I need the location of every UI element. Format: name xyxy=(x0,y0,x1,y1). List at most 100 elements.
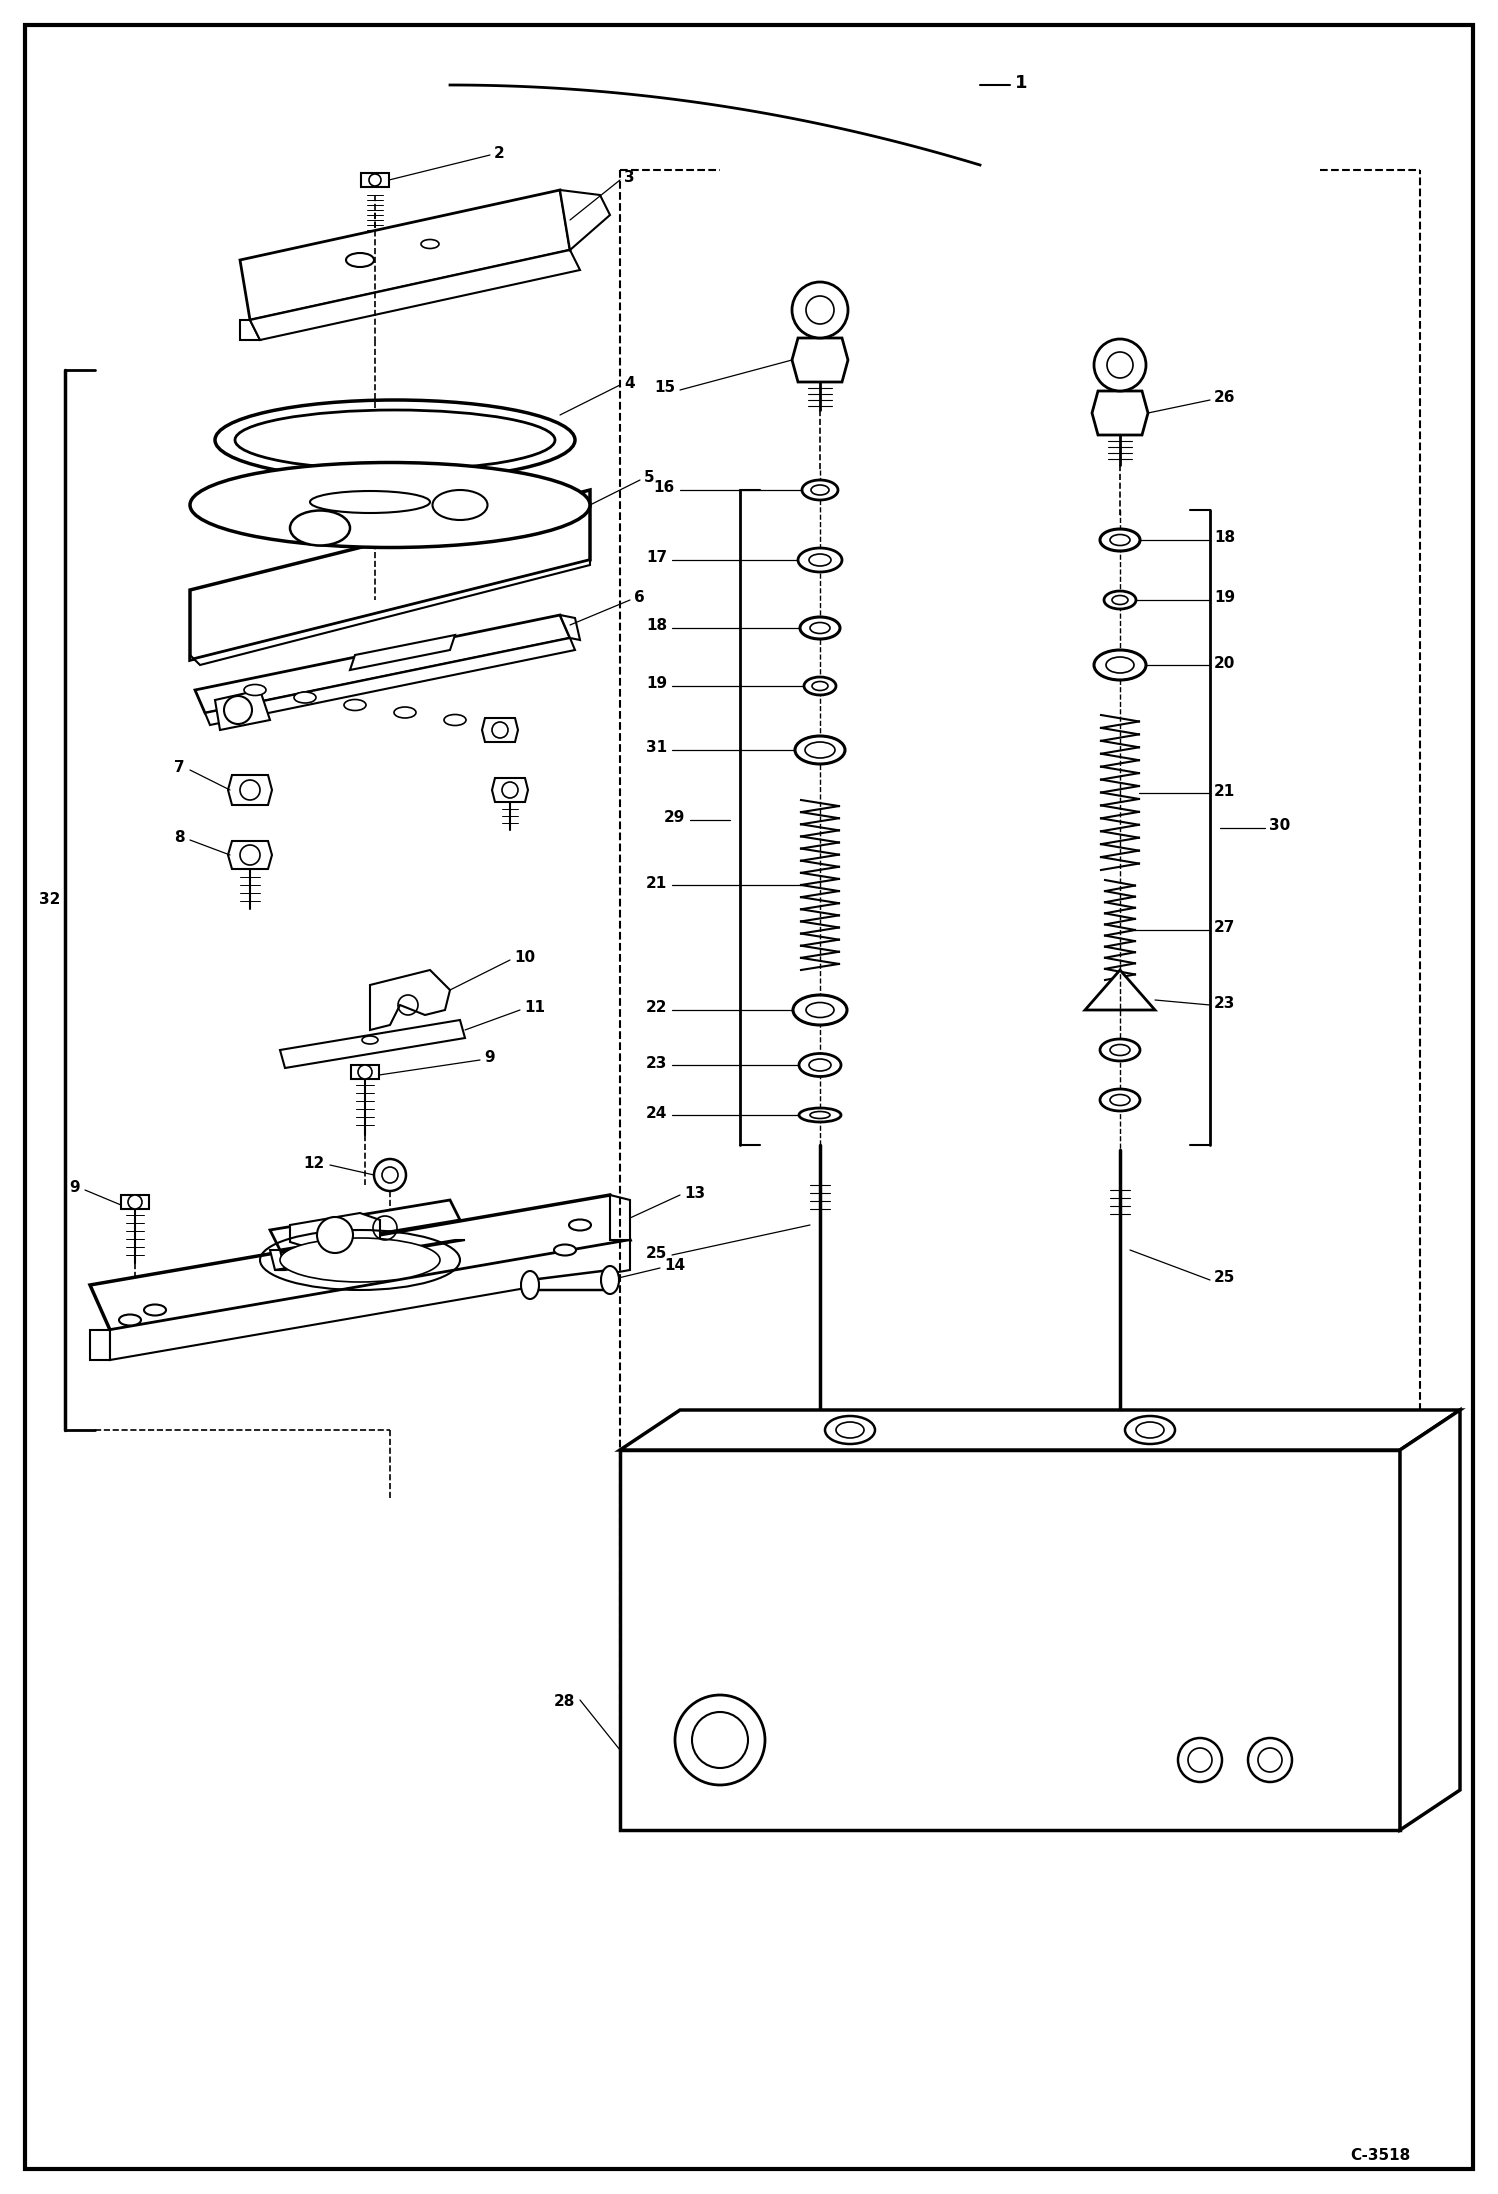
Text: 9: 9 xyxy=(484,1051,494,1066)
Polygon shape xyxy=(291,1213,380,1248)
Circle shape xyxy=(358,1064,372,1079)
Circle shape xyxy=(792,283,848,338)
Ellipse shape xyxy=(1094,649,1146,680)
Ellipse shape xyxy=(345,700,366,711)
Text: 30: 30 xyxy=(1269,818,1290,834)
Ellipse shape xyxy=(433,489,487,520)
Polygon shape xyxy=(361,173,389,186)
Ellipse shape xyxy=(801,480,837,500)
Text: 6: 6 xyxy=(634,590,644,606)
Ellipse shape xyxy=(554,1244,577,1255)
Polygon shape xyxy=(351,1064,379,1079)
Polygon shape xyxy=(240,320,261,340)
Text: 4: 4 xyxy=(625,375,635,391)
Polygon shape xyxy=(190,489,590,660)
Ellipse shape xyxy=(291,511,351,546)
Polygon shape xyxy=(276,1240,464,1270)
Polygon shape xyxy=(270,1251,285,1270)
Text: 13: 13 xyxy=(685,1185,706,1200)
Polygon shape xyxy=(270,1200,460,1251)
Text: 29: 29 xyxy=(664,810,685,825)
Ellipse shape xyxy=(118,1314,141,1325)
Ellipse shape xyxy=(346,252,374,268)
Text: 18: 18 xyxy=(1213,531,1236,546)
Circle shape xyxy=(318,1218,354,1253)
Polygon shape xyxy=(1085,970,1155,1009)
Polygon shape xyxy=(620,1450,1401,1830)
Text: 24: 24 xyxy=(646,1106,667,1121)
Ellipse shape xyxy=(569,1220,592,1231)
Text: 8: 8 xyxy=(174,832,184,845)
Text: 23: 23 xyxy=(1213,996,1236,1011)
Text: 20: 20 xyxy=(1213,656,1236,671)
Circle shape xyxy=(225,695,252,724)
Ellipse shape xyxy=(798,1053,840,1077)
Ellipse shape xyxy=(1100,1040,1140,1062)
Polygon shape xyxy=(228,840,273,869)
Ellipse shape xyxy=(798,1108,840,1121)
Ellipse shape xyxy=(825,1415,875,1444)
Ellipse shape xyxy=(244,685,267,695)
Text: 19: 19 xyxy=(646,676,667,691)
Ellipse shape xyxy=(792,996,846,1025)
Ellipse shape xyxy=(190,463,590,548)
Ellipse shape xyxy=(1100,529,1140,551)
Polygon shape xyxy=(482,717,518,742)
Polygon shape xyxy=(195,614,571,713)
Text: 23: 23 xyxy=(646,1055,667,1071)
Polygon shape xyxy=(620,1411,1461,1450)
Polygon shape xyxy=(560,191,610,250)
Ellipse shape xyxy=(1125,1415,1174,1444)
Text: C-3518: C-3518 xyxy=(1350,2148,1410,2163)
Polygon shape xyxy=(240,191,571,320)
Ellipse shape xyxy=(800,617,840,638)
Text: 11: 11 xyxy=(524,1000,545,1016)
Ellipse shape xyxy=(601,1266,619,1294)
Ellipse shape xyxy=(280,1237,440,1281)
Ellipse shape xyxy=(1104,590,1135,610)
Text: 26: 26 xyxy=(1213,391,1236,406)
Ellipse shape xyxy=(235,410,554,470)
Ellipse shape xyxy=(804,678,836,695)
Circle shape xyxy=(374,1158,406,1191)
Polygon shape xyxy=(370,970,449,1029)
Polygon shape xyxy=(109,1240,631,1360)
Polygon shape xyxy=(1401,1411,1461,1830)
Text: 21: 21 xyxy=(1213,783,1236,799)
Polygon shape xyxy=(90,1330,109,1360)
Text: 9: 9 xyxy=(69,1180,79,1196)
Text: 25: 25 xyxy=(646,1246,667,1262)
Polygon shape xyxy=(792,338,848,382)
Text: 27: 27 xyxy=(1213,921,1236,935)
Text: 16: 16 xyxy=(653,480,676,496)
Circle shape xyxy=(369,173,380,186)
Text: 25: 25 xyxy=(1213,1270,1236,1286)
Polygon shape xyxy=(250,250,580,340)
Text: 7: 7 xyxy=(174,761,184,774)
Circle shape xyxy=(127,1196,142,1209)
Polygon shape xyxy=(491,779,527,803)
Text: 28: 28 xyxy=(554,1694,575,1709)
Text: 18: 18 xyxy=(646,619,667,634)
Text: 1: 1 xyxy=(1016,75,1028,92)
Text: 22: 22 xyxy=(646,1000,667,1016)
Ellipse shape xyxy=(795,735,845,764)
Text: 2: 2 xyxy=(494,145,505,160)
Text: 17: 17 xyxy=(646,551,667,566)
Polygon shape xyxy=(216,689,270,731)
Polygon shape xyxy=(228,774,273,805)
Polygon shape xyxy=(610,1196,631,1240)
Ellipse shape xyxy=(394,706,416,717)
Polygon shape xyxy=(90,1196,631,1330)
Ellipse shape xyxy=(798,548,842,573)
Polygon shape xyxy=(190,559,590,665)
Polygon shape xyxy=(1092,391,1147,434)
Text: 19: 19 xyxy=(1213,590,1236,606)
Circle shape xyxy=(676,1696,765,1786)
Text: 12: 12 xyxy=(304,1156,325,1172)
Circle shape xyxy=(1177,1738,1222,1782)
Circle shape xyxy=(1094,340,1146,391)
Ellipse shape xyxy=(294,691,316,702)
Polygon shape xyxy=(530,1270,610,1290)
Polygon shape xyxy=(280,1020,464,1068)
